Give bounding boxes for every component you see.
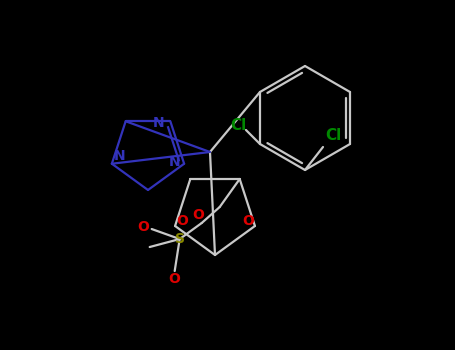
Text: O: O	[193, 208, 205, 222]
Text: Cl: Cl	[325, 127, 341, 142]
Text: N: N	[168, 155, 180, 169]
Text: N: N	[152, 116, 164, 130]
Text: O: O	[242, 214, 254, 228]
Text: S: S	[175, 232, 185, 246]
Text: Cl: Cl	[230, 119, 246, 133]
Text: O: O	[138, 220, 150, 234]
Text: N: N	[114, 149, 126, 163]
Text: O: O	[169, 272, 181, 286]
Text: O: O	[176, 214, 188, 228]
